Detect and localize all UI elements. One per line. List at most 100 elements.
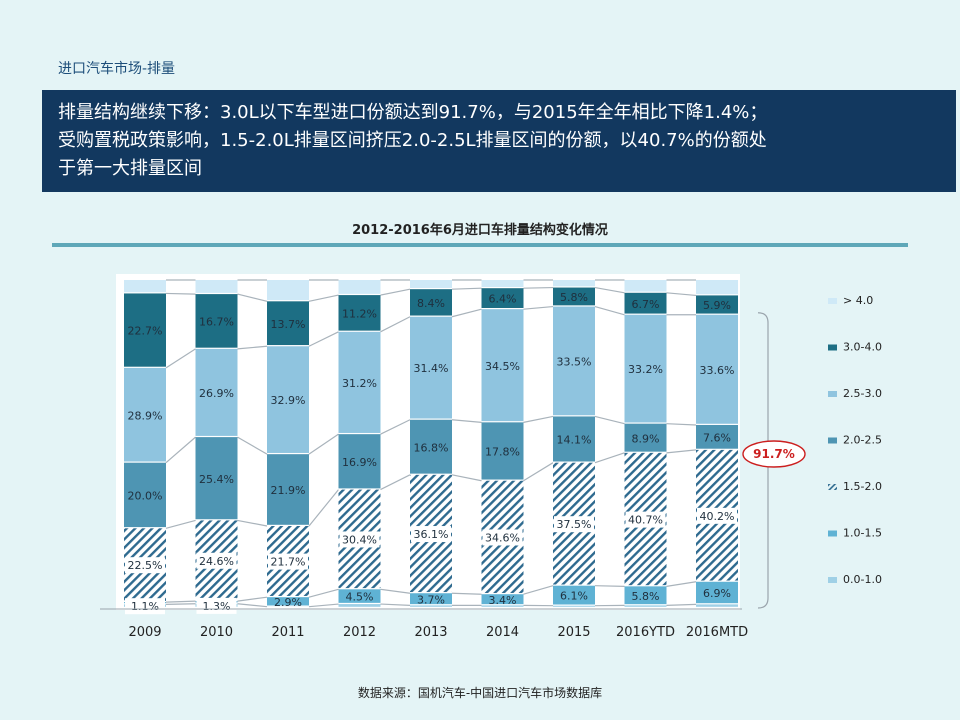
data-label-2-5-3-0-2012: 31.2% [342, 377, 377, 390]
bar-segment-3-0-4-0-2013 [410, 289, 452, 316]
connector-line [380, 588, 411, 594]
connector-line [594, 585, 625, 587]
data-label-3-0-4-0-2015: 5.8% [560, 291, 588, 304]
bar-segment-1-0-1-5-2013 [410, 593, 452, 605]
title-divider [52, 243, 908, 247]
connector-line [523, 415, 554, 423]
bar-segment-4-0-2010 [195, 280, 238, 293]
bar-segment-0-0-1-0-2016ytd [624, 605, 667, 607]
legend-label-3-0-4-0: 3.0-4.0 [843, 341, 882, 354]
connector-line [523, 462, 554, 482]
data-label-1-5-2-0-2014: 34.6% [485, 531, 520, 544]
bar-segment-1-0-1-5-2011 [267, 597, 309, 606]
data-label-background [554, 516, 594, 533]
bar-segment-1-0-1-5-2016ytd [624, 586, 667, 605]
legend-swatch-3-0-4-0 [828, 344, 837, 351]
legend-swatch-1-0-1-5 [828, 530, 837, 537]
legend-label-1-5-2-0: 1.5-2.0 [843, 480, 882, 493]
bar-segment-0-0-1-0-2016mtd [696, 604, 738, 607]
x-tick-label-2009: 2009 [128, 625, 161, 640]
data-label-1-5-2-0-2010: 24.6% [199, 555, 234, 568]
bar-segment-1-0-1-5-2016mtd [696, 581, 738, 604]
connector-line [237, 293, 268, 302]
legend-label-0-0-1-0: 0.0-1.0 [843, 573, 882, 586]
connector-line [380, 288, 411, 296]
bar-segment-3-0-4-0-2016ytd [624, 292, 667, 314]
bar-segment-2-0-2-5-2013 [410, 419, 452, 474]
bar-segment-0-0-1-0-2013 [410, 605, 452, 607]
bar-segment-2-0-2-5-2012 [338, 434, 381, 489]
bar-segment-2-0-2-5-2016mtd [696, 424, 738, 449]
connector-line [666, 292, 697, 297]
section-title: 进口汽车市场-排量 [58, 61, 176, 77]
connector-line [165, 292, 196, 295]
data-label-2-5-3-0-2014: 34.5% [485, 360, 520, 373]
legend-label-4-0: > 4.0 [843, 294, 873, 307]
x-tick-label-2013: 2013 [414, 625, 447, 640]
summary-line: 排量结构继续下移：3.0L以下车型进口份额达到91.7%，与2015年全年相比下… [58, 102, 768, 123]
bar-segment-2-0-2-5-2016ytd [624, 423, 667, 452]
data-label-2-5-3-0-2015: 33.5% [557, 356, 592, 369]
bar-segment-4-0-2013 [410, 280, 452, 288]
bar-segment-3-0-4-0-2014 [481, 288, 524, 308]
connector-line [308, 331, 339, 347]
source-note: 数据来源：国机汽车-中国进口汽车市场数据库 [357, 686, 603, 700]
legend-swatch-1-5-2-0 [828, 484, 837, 490]
connector-line [594, 305, 625, 316]
bar-segment-3-0-4-0-2016mtd [696, 295, 738, 314]
connector-line [237, 596, 268, 602]
x-tick-label-2012: 2012 [343, 625, 376, 640]
summary-line: 受购置税政策影响，1.5-2.0L排量区间挤压2.0-2.5L排量区间的份额，以… [58, 130, 767, 151]
x-tick-label-2010: 2010 [200, 625, 233, 640]
data-label-2-0-2-5-2009: 20.0% [128, 489, 163, 502]
data-label-1-5-2-0-2011: 21.7% [271, 556, 306, 569]
x-tick-label-2016ytd: 2016YTD [616, 625, 675, 640]
x-tick-label-2011: 2011 [271, 625, 304, 640]
data-label-background [697, 507, 737, 524]
data-label-background [482, 529, 523, 546]
connector-line [594, 415, 625, 425]
bar-segment-3-0-4-0-2012 [338, 295, 381, 331]
bar-segment-3-0-4-0-2015 [553, 287, 595, 306]
connector-line [165, 348, 196, 369]
data-label-background [411, 526, 451, 543]
x-tick-label-2014: 2014 [486, 625, 519, 640]
connector-line [594, 286, 625, 294]
x-tick-label-2016mtd: 2016MTD [686, 625, 748, 640]
legend-swatch-4-0 [828, 298, 837, 304]
connector-line [237, 345, 268, 350]
data-label-3-0-4-0-2016mtd: 5.9% [703, 299, 731, 312]
connector-line [380, 474, 411, 491]
data-label-background [125, 557, 165, 574]
data-label-2-0-2-5-2013: 16.8% [414, 441, 449, 454]
data-label-2-0-2-5-2016ytd: 8.9% [632, 432, 660, 445]
chart-title: 2012-2016年6月进口车排量结构变化情况 [352, 223, 608, 238]
data-label-2-5-3-0-2016ytd: 33.2% [628, 363, 663, 376]
data-label-3-0-4-0-2011: 13.7% [271, 318, 306, 331]
data-label-3-0-4-0-2016ytd: 6.7% [632, 298, 660, 311]
connector-line [237, 436, 268, 455]
data-label-background [625, 511, 666, 528]
data-label-3-0-4-0-2009: 22.7% [128, 325, 163, 338]
connector-line [380, 316, 411, 333]
connector-line [666, 581, 697, 587]
data-label-1-5-2-0-2015: 37.5% [557, 518, 592, 531]
bar-segment-2-0-2-5-2010 [195, 437, 238, 520]
data-label-2-0-2-5-2010: 25.4% [199, 473, 234, 486]
bar-segment-4-0-2016mtd [696, 280, 738, 295]
connector-line [237, 603, 268, 608]
summary-line: 于第一大排量区间 [58, 158, 202, 179]
data-label-1-0-1-5-2014: 3.4% [489, 594, 517, 607]
data-label-2-5-3-0-2010: 26.9% [199, 387, 234, 400]
data-label-1-0-1-5-2013: 3.7% [417, 593, 445, 606]
annotation-oval [742, 440, 806, 468]
connector-line [308, 294, 339, 302]
data-label-0-0-1-0-2010: 1.3% [203, 600, 231, 613]
bar-segment-4-0-2009 [124, 280, 166, 293]
data-label-2-5-3-0-2016mtd: 33.6% [700, 364, 735, 377]
bar-segment-2-0-2-5-2009 [124, 462, 166, 528]
bar-segment-4-0-2015 [553, 280, 595, 287]
data-label-2-5-3-0-2013: 31.4% [414, 362, 449, 375]
data-label-1-0-1-5-2012: 4.5% [346, 591, 374, 604]
